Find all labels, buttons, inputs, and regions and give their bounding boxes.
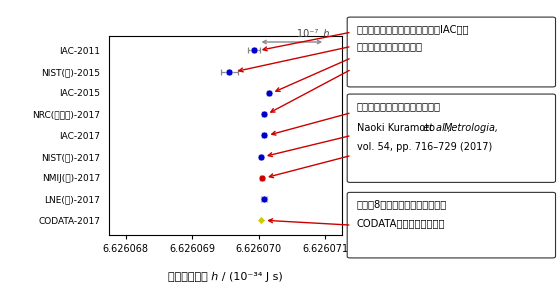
Text: 産総研が貢献したデータ: 産総研が貢献したデータ	[357, 41, 423, 51]
Text: 10⁻⁷  ℎ: 10⁻⁷ ℎ	[297, 29, 330, 39]
Text: Metrologia,: Metrologia,	[444, 123, 498, 133]
Text: 産総研が今回新たに測定した値: 産総研が今回新たに測定した値	[357, 101, 441, 111]
Text: プランク定数 ℎ / (10⁻³⁴ J s): プランク定数 ℎ / (10⁻³⁴ J s)	[168, 272, 283, 282]
Text: et al.,: et al.,	[423, 123, 454, 133]
Text: vol. 54, pp. 716–729 (2017): vol. 54, pp. 716–729 (2017)	[357, 142, 492, 152]
Text: 上記の8つの測定結果に基づいて: 上記の8つの測定結果に基づいて	[357, 200, 447, 209]
Text: CODATAが決定した調整値: CODATAが決定した調整値	[357, 218, 445, 228]
Text: アボガドロ国際プロジェクト（IAC）で: アボガドロ国際プロジェクト（IAC）で	[357, 24, 469, 34]
Text: Naoki Kuramoto: Naoki Kuramoto	[357, 123, 438, 133]
